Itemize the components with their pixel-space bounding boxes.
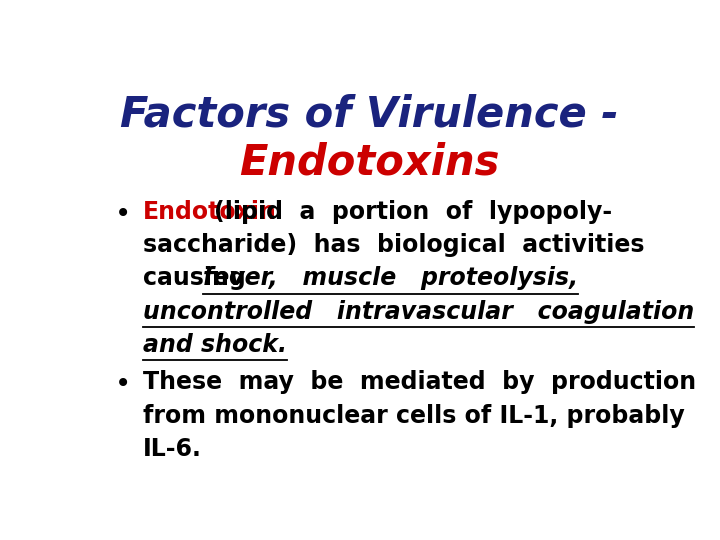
Text: Endotoxin: Endotoxin <box>143 200 277 224</box>
Text: uncontrolled   intravascular   coagulation: uncontrolled intravascular coagulation <box>143 300 694 323</box>
Text: (lipid  a  portion  of  lypopoly-: (lipid a portion of lypopoly- <box>215 200 613 224</box>
Text: causing: causing <box>143 266 262 291</box>
Text: Factors of Virulence -: Factors of Virulence - <box>120 94 618 136</box>
Text: fever,   muscle   proteolysis,: fever, muscle proteolysis, <box>203 266 578 291</box>
Text: from mononuclear cells of IL-1, probably: from mononuclear cells of IL-1, probably <box>143 404 685 428</box>
Text: •: • <box>115 200 131 228</box>
Text: and shock.: and shock. <box>143 333 287 357</box>
Text: IL-6.: IL-6. <box>143 437 202 461</box>
Text: saccharide)  has  biological  activities: saccharide) has biological activities <box>143 233 644 257</box>
Text: Endotoxins: Endotoxins <box>239 141 499 184</box>
Text: •: • <box>115 370 131 399</box>
Text: These  may  be  mediated  by  production: These may be mediated by production <box>143 370 696 394</box>
